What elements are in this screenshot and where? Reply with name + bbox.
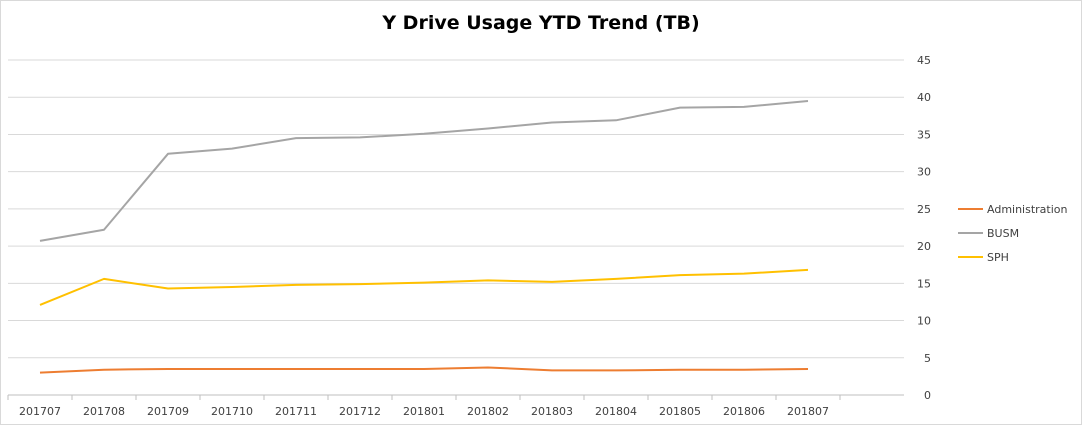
y-tick-label: 5 — [924, 352, 931, 365]
series-line-busm — [39, 99, 809, 242]
legend[interactable]: Administration BUSM SPH — [958, 203, 1068, 264]
x-tick-label: 201806 — [723, 405, 765, 418]
series-line-sph — [39, 268, 809, 306]
series-group — [39, 99, 809, 374]
x-tick-label: 201709 — [147, 405, 189, 418]
y-axis: 0 5 10 15 20 25 30 35 40 45 — [917, 54, 931, 402]
legend-label: Administration — [987, 203, 1068, 216]
x-tick-label: 201805 — [659, 405, 701, 418]
gridlines — [8, 59, 904, 396]
legend-label: SPH — [987, 251, 1009, 264]
x-tick-label: 201708 — [83, 405, 125, 418]
x-tick-label: 201807 — [787, 405, 829, 418]
x-tick-label: 201801 — [403, 405, 445, 418]
series-line-administration — [39, 366, 809, 374]
y-tick-label: 35 — [917, 128, 931, 141]
x-tick-label: 201802 — [467, 405, 509, 418]
y-tick-label: 20 — [917, 240, 931, 253]
x-tick-label: 201804 — [595, 405, 637, 418]
y-tick-label: 45 — [917, 54, 931, 67]
x-tick-label: 201710 — [211, 405, 253, 418]
legend-label: BUSM — [987, 227, 1019, 240]
y-tick-label: 10 — [917, 315, 931, 328]
x-axis: 201707 201708 201709 201710 201711 201712 2018… — [7, 395, 841, 418]
chart-title: Y Drive Usage YTD Trend (TB) — [382, 12, 700, 34]
x-tick-label: 201803 — [531, 405, 573, 418]
y-tick-label: 30 — [917, 166, 931, 179]
x-tick-label: 201712 — [339, 405, 381, 418]
y-tick-label: 15 — [917, 277, 931, 290]
x-tick-label: 201711 — [275, 405, 317, 418]
x-tick-label: 201707 — [19, 405, 61, 418]
y-tick-label: 40 — [917, 91, 931, 104]
y-tick-label: 0 — [924, 389, 931, 402]
y-tick-label: 25 — [917, 203, 931, 216]
